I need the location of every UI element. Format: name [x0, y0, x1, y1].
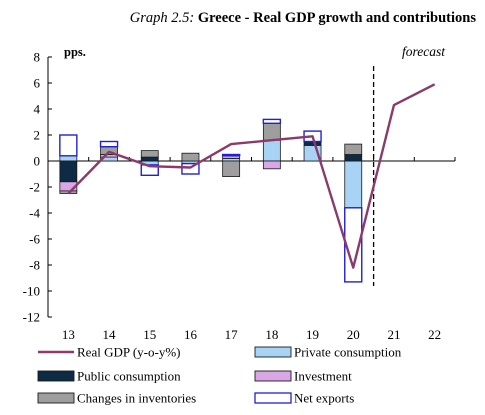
legend-changes-in-inventories-swatch [37, 392, 75, 404]
bar-changes-in-inventories-16 [181, 152, 200, 162]
legend-net-exports-label: Net exports [294, 391, 354, 406]
bar-private-consumption-18 [262, 139, 281, 162]
legend-net-exports-swatch [254, 392, 292, 404]
bar-changes-in-inventories-17 [222, 160, 241, 177]
bar-net-exports-18 [262, 118, 282, 125]
bar-net-exports-15 [140, 164, 159, 176]
x-tick-label: 21 [387, 327, 400, 342]
unit-label: pps. [64, 45, 86, 59]
chart-title-prefix: Graph 2.5: [129, 10, 195, 26]
x-tick-label: 17 [225, 327, 239, 342]
x-tick-label: 20 [347, 327, 360, 342]
y-tick-label: -10 [23, 284, 40, 299]
bar-net-exports-13 [59, 134, 78, 157]
bar-changes-in-inventories-20 [344, 143, 363, 155]
y-tick-label: -2 [29, 180, 40, 195]
bar-net-exports-20 [344, 207, 363, 283]
y-tick-label: -8 [29, 258, 40, 273]
bar-net-exports-16 [181, 162, 200, 175]
x-tick-label: 15 [143, 327, 156, 342]
chart-title-main: Greece - Real GDP growth and contributio… [197, 10, 476, 26]
bar-changes-in-inventories-15 [140, 150, 159, 158]
y-tick-label: 4 [34, 102, 41, 117]
legend-investment-label: Investment [294, 369, 352, 384]
bar-private-consumption-20 [344, 160, 363, 209]
legend-real-gdp-y-o-y--label: Real GDP (y-o-y%) [77, 345, 181, 360]
legend-private-consumption-label: Private consumption [294, 345, 402, 360]
forecast-label: forecast [402, 44, 446, 59]
y-tick-label: 6 [34, 76, 41, 91]
bar-investment-18 [262, 160, 281, 170]
x-tick-label: 22 [428, 327, 441, 342]
bar-net-exports-14 [99, 140, 119, 148]
y-tick-label: 0 [34, 154, 41, 169]
bar-changes-in-inventories-18 [262, 122, 281, 141]
legend-private-consumption-swatch [254, 346, 292, 358]
bar-public-consumption-15 [140, 156, 159, 162]
bar-public-consumption-13 [59, 160, 78, 183]
y-tick-label: -4 [29, 206, 40, 221]
legend-public-consumption-swatch [37, 370, 75, 382]
y-tick-label: 2 [34, 128, 41, 143]
y-tick-label: -6 [29, 232, 40, 247]
legend-investment-swatch [254, 370, 292, 382]
chart-title: Graph 2.5: Greece - Real GDP growth and … [0, 10, 476, 27]
gdp-line-layer [67, 83, 436, 269]
x-tick-label: 16 [184, 327, 198, 342]
y-tick-label: -12 [23, 310, 40, 325]
x-tick-label: 14 [103, 327, 117, 342]
x-tick-label: 19 [306, 327, 319, 342]
bars [59, 118, 363, 283]
real-gdp-line [67, 83, 436, 269]
bar-public-consumption-20 [344, 154, 363, 162]
x-tick-label: 18 [265, 327, 278, 342]
x-tick-label: 13 [62, 327, 75, 342]
bar-net-exports-17 [221, 153, 241, 157]
y-tick-label: 8 [34, 50, 41, 65]
legend-public-consumption-label: Public consumption [77, 369, 181, 384]
bar-private-consumption-13 [59, 155, 78, 162]
legend: Real GDP (y-o-y%) Private consumption Publ… [37, 345, 402, 406]
legend-changes-in-inventories-label: Changes in inventories [77, 391, 196, 406]
